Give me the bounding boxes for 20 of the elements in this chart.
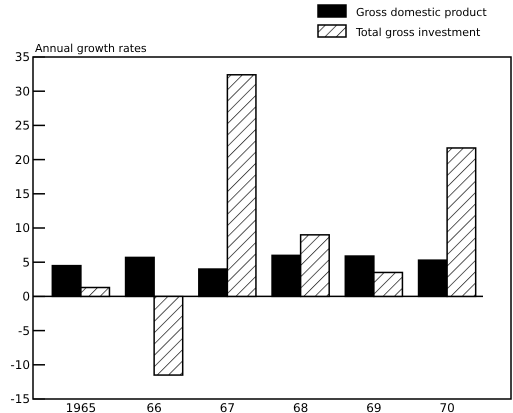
y-tick-label: 15	[14, 187, 30, 201]
y-tick-label: 35	[14, 50, 30, 64]
x-tick-label: 66	[146, 401, 162, 413]
x-tick-label: 68	[292, 401, 308, 413]
legend-label: Total gross investment	[355, 26, 481, 39]
y-tick-label: 20	[14, 152, 30, 167]
legend-label: Gross domestic product	[356, 6, 488, 19]
y-tick-label: -5	[18, 324, 30, 338]
y-tick-label: 0	[22, 290, 30, 304]
x-tick-label: 67	[220, 401, 236, 413]
x-tick-label: 70	[439, 401, 455, 413]
y-tick-label: 10	[14, 221, 30, 236]
x-tick-label: 69	[366, 401, 382, 413]
y-tick-label: 25	[14, 118, 30, 133]
x-tick-label: 1965	[66, 401, 96, 413]
y-tick-label: -15	[10, 392, 30, 406]
y-axis-title: Annual growth rates	[35, 42, 147, 55]
y-tick-label: 30	[14, 84, 30, 98]
y-tick-label: -10	[10, 358, 30, 372]
y-tick-label: 5	[22, 255, 30, 270]
